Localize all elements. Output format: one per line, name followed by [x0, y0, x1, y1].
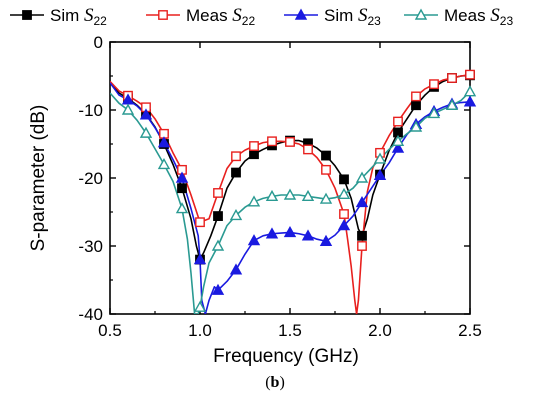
- data-point-meas-s23: [463, 85, 477, 97]
- data-point-sim-s23: [247, 234, 261, 246]
- data-point-sim-s22: [231, 167, 241, 178]
- data-point-sim-s23: [391, 141, 405, 153]
- figure-caption: (b): [0, 374, 550, 392]
- data-point-meas-s23: [337, 187, 351, 200]
- legend-entry-meas-s23: Meas S23: [404, 5, 513, 28]
- legend-label: Meas S22: [186, 5, 255, 28]
- data-point-meas-s23: [283, 188, 297, 200]
- data-point-meas-s22: [249, 141, 259, 151]
- data-point-sim-s23: [319, 234, 333, 246]
- y-tick-label: -40: [78, 305, 103, 324]
- caption-letter: b: [270, 374, 280, 391]
- data-point-meas-s22: [357, 241, 367, 251]
- data-point-meas-s22: [213, 188, 223, 198]
- legend-entry-meas-s22: Meas S22: [146, 5, 255, 28]
- data-point-sim-s22: [357, 230, 367, 241]
- data-point-meas-s22: [447, 73, 457, 83]
- data-point-meas-s23: [355, 171, 369, 183]
- x-axis-title: Frequency (GHz): [213, 346, 359, 367]
- y-tick-label: 0: [94, 33, 103, 52]
- data-point-meas-s23: [157, 157, 171, 170]
- data-point-sim-s23: [211, 283, 225, 295]
- legend-label: Sim S22: [50, 5, 107, 28]
- data-point-meas-s22: [303, 144, 313, 155]
- data-point-sim-s23: [283, 225, 297, 238]
- data-point-meas-s23: [247, 195, 261, 207]
- x-tick-label: 2.0: [368, 321, 392, 340]
- caption-close: ): [279, 374, 285, 391]
- data-point-meas-s22: [393, 116, 403, 127]
- data-point-meas-s22: [465, 69, 475, 80]
- data-point-sim-s22: [177, 183, 187, 194]
- data-point-sim-s22: [339, 174, 349, 185]
- data-point-meas-s23: [175, 202, 189, 214]
- legend-entry-sim-s22: Sim S22: [10, 5, 107, 28]
- data-point-meas-s23: [121, 103, 135, 115]
- data-point-meas-s23: [445, 98, 459, 110]
- axes: 0.5 1.0 1.5 2.0 2.5 0 -10 -20 -30 -40: [78, 33, 481, 340]
- data-point-meas-s22: [429, 79, 439, 90]
- data-point-sim-s23: [193, 253, 207, 265]
- data-point-sim-s23: [139, 108, 153, 120]
- data-point-sim-s23: [301, 229, 315, 241]
- x-tick-label: 1.5: [278, 321, 302, 340]
- data-point-sim-s22: [249, 149, 259, 160]
- legend: Sim S22 Meas S22 Sim S23 Meas S23: [10, 5, 513, 28]
- legend-label: Sim S23: [324, 5, 381, 28]
- y-axis-title: S-parameter (dB): [28, 105, 49, 252]
- data-point-meas-s23: [391, 134, 405, 146]
- legend-marker: [158, 10, 168, 20]
- data-point-meas-s23: [139, 126, 153, 138]
- legend-marker: [294, 8, 308, 20]
- data-point-meas-s22: [411, 91, 421, 102]
- data-point-meas-s22: [285, 137, 295, 147]
- data-point-meas-s23: [211, 239, 225, 251]
- data-point-meas-s23: [193, 300, 207, 312]
- data-point-sim-s23: [463, 95, 477, 107]
- x-tick-label: 2.5: [458, 321, 482, 340]
- data-point-meas-s22: [321, 164, 331, 175]
- y-tick-label: -20: [78, 169, 103, 188]
- legend-marker: [22, 10, 32, 20]
- data-point-meas-s23: [427, 106, 441, 119]
- data-point-sim-s23: [157, 136, 171, 148]
- data-point-meas-s23: [409, 120, 423, 132]
- y-tick-label: -30: [78, 237, 103, 256]
- data-point-meas-s22: [231, 151, 241, 162]
- caption-open: (: [265, 374, 271, 391]
- data-point-sim-s23: [175, 171, 189, 183]
- data-point-sim-s23: [337, 219, 351, 231]
- legend-label: Meas S23: [444, 5, 513, 28]
- x-tick-label: 0.5: [98, 321, 122, 340]
- data-point-sim-s23: [265, 227, 279, 239]
- y-tick-label: -10: [78, 101, 103, 120]
- data-point-meas-s23: [373, 152, 387, 164]
- legend-entry-sim-s23: Sim S23: [284, 5, 381, 28]
- data-point-meas-s22: [339, 209, 349, 219]
- legend-marker: [414, 8, 428, 20]
- x-tick-label: 1.0: [188, 321, 212, 340]
- data-point-meas-s23: [319, 192, 333, 204]
- data-point-meas-s22: [195, 217, 205, 228]
- data-point-sim-s22: [411, 100, 421, 111]
- data-point-sim-s23: [373, 168, 387, 180]
- data-point-meas-s23: [229, 208, 243, 221]
- data-point-sim-s23: [355, 196, 369, 208]
- data-point-meas-s23: [265, 189, 279, 202]
- data-point-meas-s23: [301, 189, 315, 202]
- data-point-meas-s22: [267, 136, 277, 147]
- marker-layer: [121, 69, 477, 312]
- data-point-sim-s22: [213, 211, 223, 221]
- plot-frame: [109, 41, 471, 315]
- data-point-sim-s23: [229, 263, 243, 275]
- data-point-sim-s22: [321, 150, 331, 161]
